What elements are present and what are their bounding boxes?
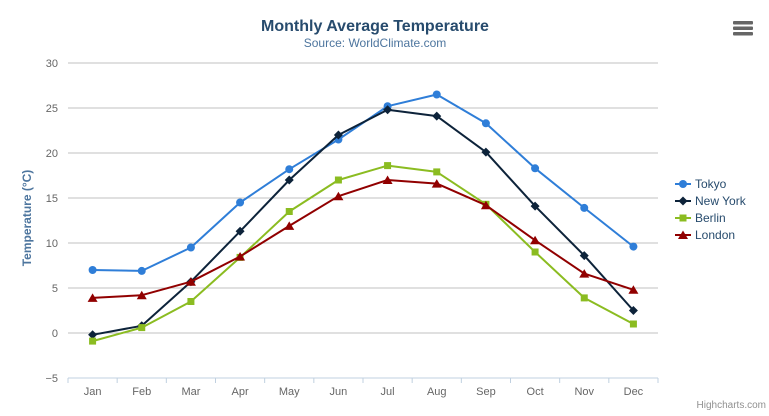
y-axis-tick-label: 15 [46,193,58,205]
legend: Tokyo New York Berlin London [675,177,747,242]
y-axis-tick-label: 0 [52,328,58,340]
circle-marker[interactable] [580,203,589,212]
circle-marker[interactable] [432,90,441,99]
triangle-marker[interactable] [431,179,442,188]
circle-marker[interactable] [285,165,294,174]
circle-marker[interactable] [481,119,490,128]
triangle-marker[interactable] [136,290,147,300]
x-axis-tick-label: Aug [427,386,447,398]
square-marker[interactable] [433,168,441,176]
triangle-marker[interactable] [480,200,491,210]
x-axis-tick-label: Apr [232,386,249,398]
square-marker[interactable] [334,176,342,184]
legend-item-london[interactable]: London [675,228,735,242]
circle-marker[interactable] [137,266,146,275]
y-axis-tick-label: 25 [46,103,58,115]
triangle-marker[interactable] [628,285,639,294]
triangle-marker[interactable] [382,175,393,185]
legend-item-berlin[interactable]: Berlin [675,211,726,225]
circle-marker[interactable] [186,243,195,252]
triangle-marker[interactable] [579,269,590,278]
triangle-marker[interactable] [87,293,98,302]
circle-marker[interactable] [629,242,638,251]
circle-marker[interactable] [88,266,97,274]
diamond-marker[interactable] [481,147,491,157]
circle-marker[interactable] [531,164,540,173]
triangle-marker[interactable] [678,230,688,240]
triangle-marker[interactable] [333,191,344,201]
x-axis-tick-label: Jul [381,386,395,398]
triangle-marker[interactable] [185,277,196,286]
diamond-marker[interactable] [235,226,245,236]
series-line-london[interactable] [92,179,634,299]
diamond-marker[interactable] [678,196,688,206]
y-axis-tick-label: 30 [46,58,58,70]
diamond-marker[interactable] [284,175,294,185]
x-axis-tick-label: Nov [574,386,594,398]
legend-label[interactable]: New York [695,194,747,208]
hamburger-menu-icon[interactable] [733,21,753,36]
chart-title: Monthly Average Temperature [261,18,489,35]
x-axis-tick-label: Sep [476,386,496,398]
square-marker[interactable] [580,294,588,302]
x-axis-tick-label: May [279,386,300,398]
x-axis-tick-label: Jun [330,386,348,398]
legend-label[interactable]: Tokyo [695,177,727,191]
square-marker[interactable] [531,248,539,256]
y-axis-tick-label: 5 [52,283,58,295]
triangle-marker[interactable] [530,235,541,245]
series-new-york[interactable] [88,105,638,340]
x-axis-tick-label: Feb [132,386,151,398]
square-marker[interactable] [285,208,293,215]
series-line-tokyo[interactable] [92,93,635,272]
square-marker[interactable] [384,162,392,170]
triangle-marker[interactable] [284,221,295,230]
legend-label[interactable]: London [695,228,735,242]
diamond-marker[interactable] [530,201,540,211]
square-marker[interactable] [629,320,637,328]
x-axis-tick-label: Dec [624,386,644,398]
diamond-marker[interactable] [432,111,442,121]
credits-link[interactable]: Highcharts.com [697,400,766,411]
legend-item-new-york[interactable]: New York [675,194,747,208]
plot-area: −5 0 5 10 15 20 25 30 Jan Feb Mar Apr May Jun Jul Aug Se… [45,58,659,398]
square-marker[interactable] [89,337,97,345]
diamond-marker[interactable] [628,306,638,315]
y-axis-tick-label: 20 [46,148,58,160]
y-axis-title: Temperature (°C) [20,170,34,267]
triangle-marker[interactable] [235,252,246,261]
series-line-new-york[interactable] [92,108,635,336]
x-axis-tick-label: Oct [527,386,544,398]
square-marker[interactable] [679,214,687,222]
square-marker[interactable] [138,324,146,332]
legend-item-tokyo[interactable]: Tokyo [675,177,727,191]
chart-subtitle: Source: WorldClimate.com [304,36,447,50]
series-line-berlin[interactable] [92,164,634,343]
series-tokyo[interactable] [88,90,638,275]
diamond-marker[interactable] [579,251,589,261]
legend-label[interactable]: Berlin [695,211,726,225]
diamond-marker[interactable] [88,330,98,340]
x-axis-tick-label: Mar [181,386,200,398]
series-london[interactable] [87,175,639,302]
circle-marker[interactable] [236,198,245,207]
series-layer [87,90,639,345]
y-axis-tick-label: 10 [46,238,58,250]
square-marker[interactable] [187,298,195,305]
circle-marker[interactable] [679,180,687,188]
diamond-marker[interactable] [333,130,343,140]
x-axis-tick-label: Jan [84,386,102,398]
diamond-marker[interactable] [383,105,393,115]
y-axis-tick-label: −5 [45,373,58,385]
